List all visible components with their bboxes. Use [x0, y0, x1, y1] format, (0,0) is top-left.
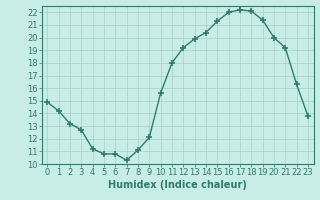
X-axis label: Humidex (Indice chaleur): Humidex (Indice chaleur): [108, 180, 247, 190]
